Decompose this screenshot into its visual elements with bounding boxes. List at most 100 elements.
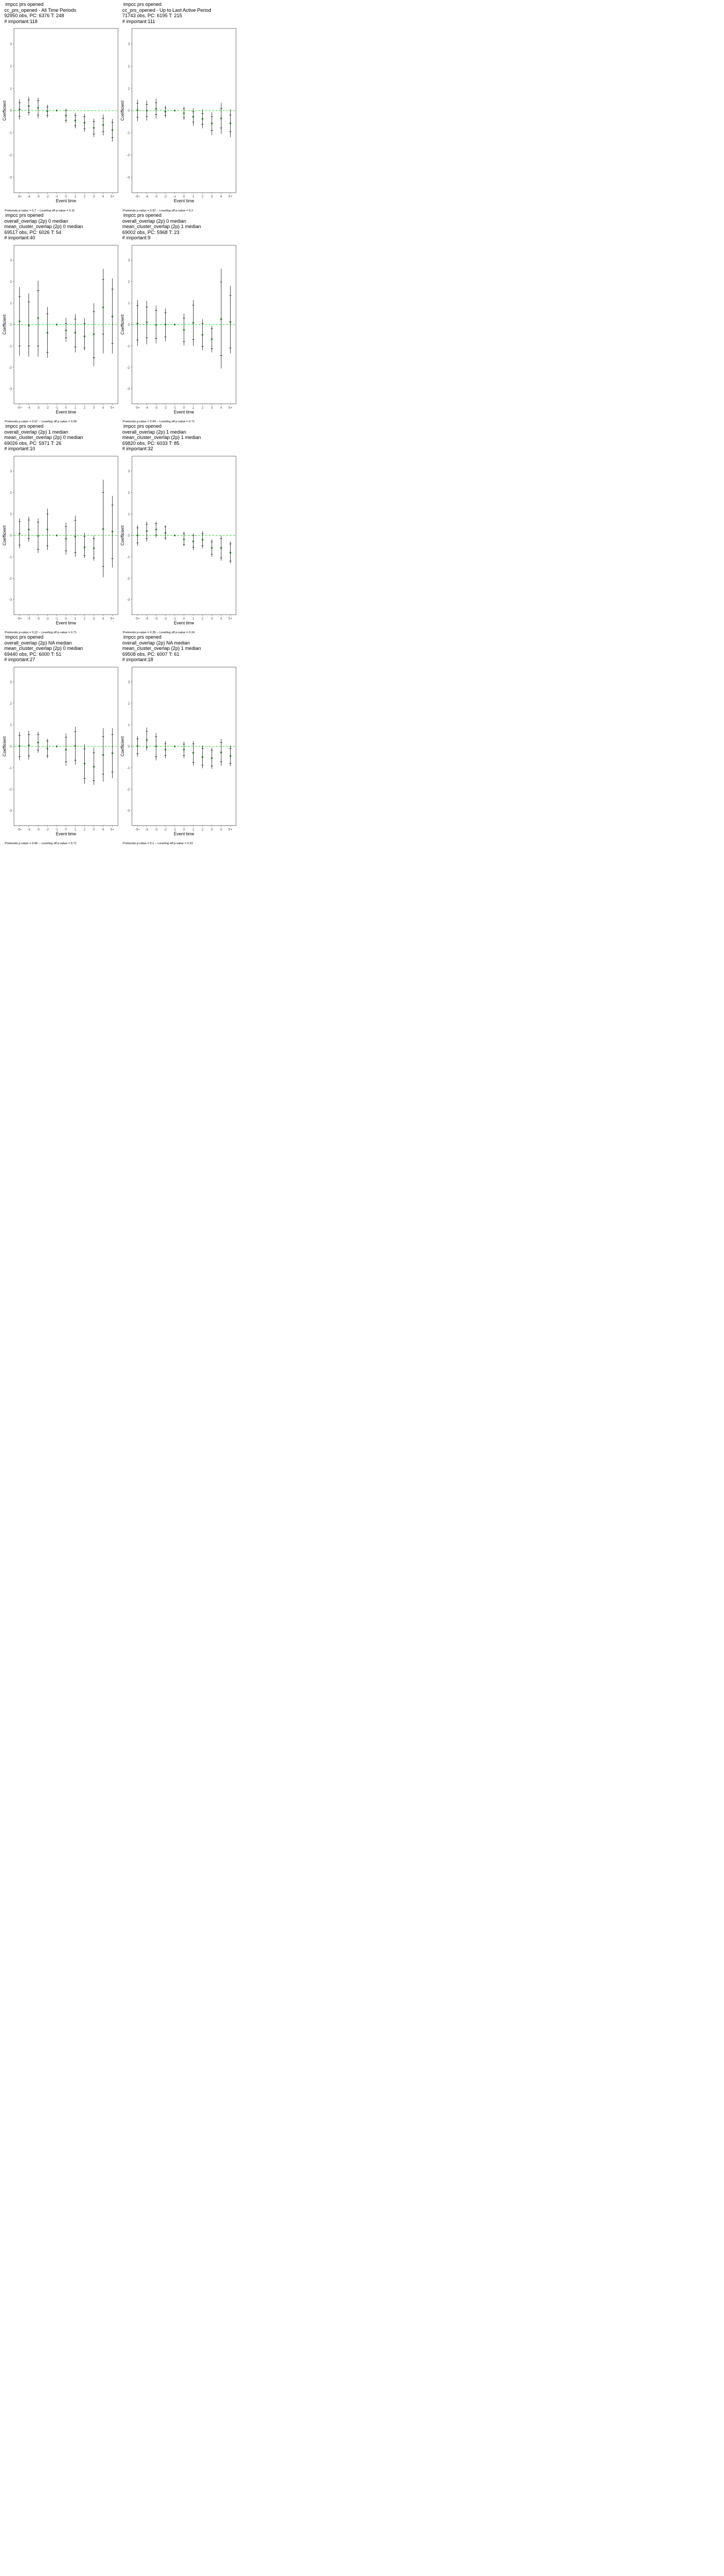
coefficient-point	[56, 534, 58, 536]
x-tick-label: 2	[84, 406, 86, 409]
chart-title-line: 69026 obs, PC: 5971 T: 26	[4, 440, 62, 446]
coefficient-point	[155, 745, 157, 747]
y-tick-label: -1	[127, 131, 130, 135]
pvalue-caption: Pretrends p-value = 0.94 -- Leveling off…	[123, 420, 195, 423]
x-tick-label: 0	[183, 828, 185, 831]
x-tick-label: -1	[173, 828, 176, 831]
y-tick-label: 0	[128, 744, 130, 748]
coefficient-point	[220, 751, 222, 753]
chart-title-line: 71743 obs, PC: 6195 T: 215	[122, 13, 182, 18]
x-tick-label: 3	[211, 406, 213, 409]
y-tick-label: -3	[9, 175, 12, 179]
y-tick-label: -2	[9, 153, 12, 157]
coefficient-point	[174, 109, 176, 112]
y-tick-label: 3	[128, 680, 130, 684]
x-tick-label: -1	[173, 617, 176, 620]
y-tick-label: -2	[9, 576, 12, 580]
coefficient-point	[18, 532, 20, 535]
coefficient-plot: -3 -2 -1 0 1 2 3 Coefficient -5+ -4 -3 -2 -1 0 1 2 3 4 5+ E…	[2, 456, 119, 625]
coefficient-plot: -3 -2 -1 0 1 2 3 Coefficient -5+ -4 -3 -2 -1 0 1 2 3 4 5+ E…	[2, 667, 119, 836]
coefficient-point	[183, 328, 185, 331]
coefficient-point	[93, 765, 95, 767]
x-tick-label: 4	[102, 406, 105, 409]
chart-title-line: # important:18	[122, 657, 153, 662]
coefficient-point	[84, 122, 86, 124]
coefficient-point	[146, 109, 148, 112]
y-tick-label: 1	[128, 513, 130, 516]
chart-title-line: impcc prs opened	[5, 213, 44, 218]
x-tick-label: -1	[55, 828, 58, 831]
coefficient-point	[18, 108, 20, 111]
coefficient-point	[192, 321, 194, 324]
coefficient-point	[183, 112, 185, 114]
coefficient-point	[174, 745, 176, 747]
x-tick-label: -4	[27, 617, 31, 620]
y-axis-title: Coefficient	[2, 736, 7, 756]
coefficient-point	[155, 528, 157, 530]
y-tick-label: -1	[127, 766, 130, 770]
y-tick-label: -2	[127, 576, 130, 580]
coefficient-point	[93, 127, 95, 129]
chart-title-line: impcc prs opened	[123, 2, 162, 7]
x-tick-label: 4	[220, 828, 223, 831]
x-tick-label: 0	[183, 195, 185, 199]
chart-title-line: mean_cluster_overlap (2p) 0 median	[4, 224, 83, 229]
chart-title-line: # important:118	[4, 18, 38, 24]
y-tick-label: -1	[127, 344, 130, 348]
coefficient-point	[102, 753, 104, 756]
y-tick-label: -3	[127, 598, 130, 602]
coefficient-point	[28, 744, 30, 746]
x-tick-label: -2	[46, 406, 49, 409]
coefficient-point	[202, 118, 204, 120]
x-tick-label: 2	[202, 195, 204, 199]
chart-title-line: 92950 obs, PC: 6376 T: 248	[4, 13, 64, 18]
coefficient-point	[37, 317, 39, 319]
y-tick-label: -3	[127, 809, 130, 813]
x-axis-title: Event time	[174, 620, 194, 625]
y-axis-title: Coefficient	[120, 100, 125, 120]
x-tick-label: 5+	[110, 406, 114, 409]
x-tick-label: 2	[202, 406, 204, 409]
coefficient-point	[146, 530, 148, 532]
coefficient-point	[183, 748, 185, 750]
x-tick-label: -5+	[17, 828, 22, 831]
coefficient-point	[74, 331, 76, 334]
coefficient-point	[211, 122, 213, 125]
x-tick-label: -1	[55, 406, 58, 409]
x-tick-label: 3	[211, 828, 213, 831]
chart-title-line: # important:9	[122, 235, 151, 240]
coefficient-point	[164, 111, 166, 113]
x-tick-label: -5+	[135, 195, 140, 199]
x-tick-label: -4	[145, 617, 149, 620]
y-tick-label: -2	[127, 787, 130, 791]
chart-title: impcc prs opened overall_overlap (2p) 0 m…	[120, 213, 238, 241]
chart-title-line: 69508 obs, PC: 6007 T: 61	[122, 651, 180, 657]
x-tick-label: 1	[193, 195, 195, 199]
x-tick-label: -2	[164, 195, 167, 199]
x-tick-label: 2	[84, 617, 86, 620]
x-tick-label: -5+	[17, 195, 22, 199]
coefficient-point	[84, 546, 86, 548]
x-tick-label: 5+	[228, 617, 232, 620]
chart-title: impcc prs opened overall_overlap (2p) 1 m…	[2, 423, 120, 452]
y-axis-title: Coefficient	[120, 314, 125, 334]
x-tick-label: -4	[145, 828, 149, 831]
coefficient-point	[202, 538, 204, 540]
chart-title: impcc prs opened cc_prs_opened - Up to La…	[120, 2, 238, 24]
x-tick-label: -5+	[135, 406, 140, 409]
y-tick-label: -2	[127, 365, 130, 369]
x-tick-label: 4	[220, 617, 223, 620]
y-tick-label: 1	[10, 513, 12, 516]
x-tick-label: 0	[183, 406, 185, 409]
coefficient-point	[146, 738, 148, 741]
coefficient-point	[155, 108, 157, 110]
y-tick-label: 3	[128, 259, 130, 262]
x-tick-label: -4	[27, 195, 31, 199]
y-tick-label: 1	[128, 723, 130, 727]
coefficient-plot: -3 -2 -1 0 1 2 3 Coefficient -5+ -4 -3 -2 -1 0 1 2 3 4 5+ E…	[2, 28, 119, 203]
x-axis-title: Event time	[174, 831, 194, 836]
y-tick-label: 2	[128, 702, 130, 706]
coefficient-point	[230, 320, 232, 323]
y-tick-label: 1	[10, 302, 12, 305]
y-tick-label: -1	[9, 555, 12, 559]
